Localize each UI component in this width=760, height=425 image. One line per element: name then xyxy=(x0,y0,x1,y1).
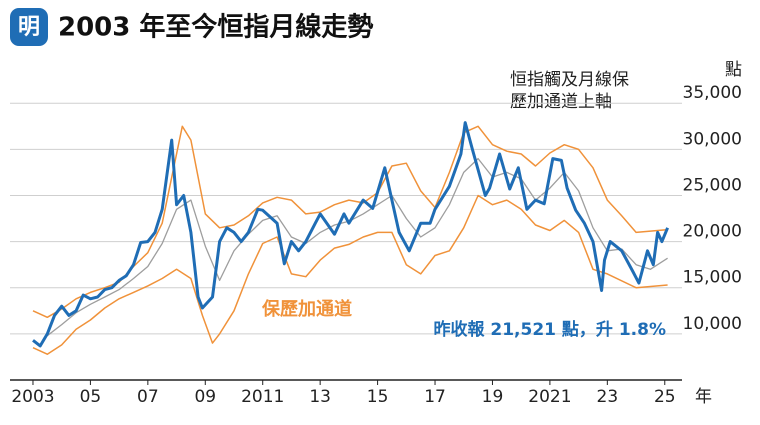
y-tick-label: 15,000 xyxy=(683,268,742,288)
series-line xyxy=(32,121,669,348)
close-label: 昨收報 21,521 點，升 1.8% xyxy=(433,319,666,340)
x-unit: 年 xyxy=(695,387,712,407)
x-tick-label: 09 xyxy=(194,387,216,407)
series-line xyxy=(32,194,668,355)
x-tick-label: 2021 xyxy=(528,387,571,407)
x-tick-label: 17 xyxy=(424,387,446,407)
series-line xyxy=(32,125,668,319)
x-tick-label: 2011 xyxy=(241,387,284,407)
chart-title: 2003 年至今恒指月線走勢 xyxy=(58,12,373,43)
x-tick-label: 05 xyxy=(80,387,102,407)
logo-badge xyxy=(10,8,48,46)
x-tick-label: 19 xyxy=(482,387,504,407)
annotation: 歷加通道上軸 xyxy=(510,92,612,112)
y-unit: 點 xyxy=(725,60,742,80)
logo: 明 xyxy=(18,15,40,40)
y-tick-label: 10,000 xyxy=(683,314,742,334)
y-tick-label: 20,000 xyxy=(683,222,742,242)
annotation: 恒指觸及月線保 xyxy=(510,70,629,90)
y-tick-label: 25,000 xyxy=(683,175,742,195)
x-tick-label: 13 xyxy=(309,387,331,407)
y-tick-label: 35,000 xyxy=(683,83,742,103)
x-tick-label: 2003 xyxy=(11,387,54,407)
x-tick-label: 25 xyxy=(654,387,676,407)
band-label: 保歷加通道 xyxy=(261,298,352,320)
x-tick-label: 23 xyxy=(597,387,619,407)
series-line xyxy=(46,157,668,337)
x-tick-label: 15 xyxy=(367,387,389,407)
y-tick-label: 30,000 xyxy=(683,129,742,149)
x-tick-label: 07 xyxy=(137,387,159,407)
